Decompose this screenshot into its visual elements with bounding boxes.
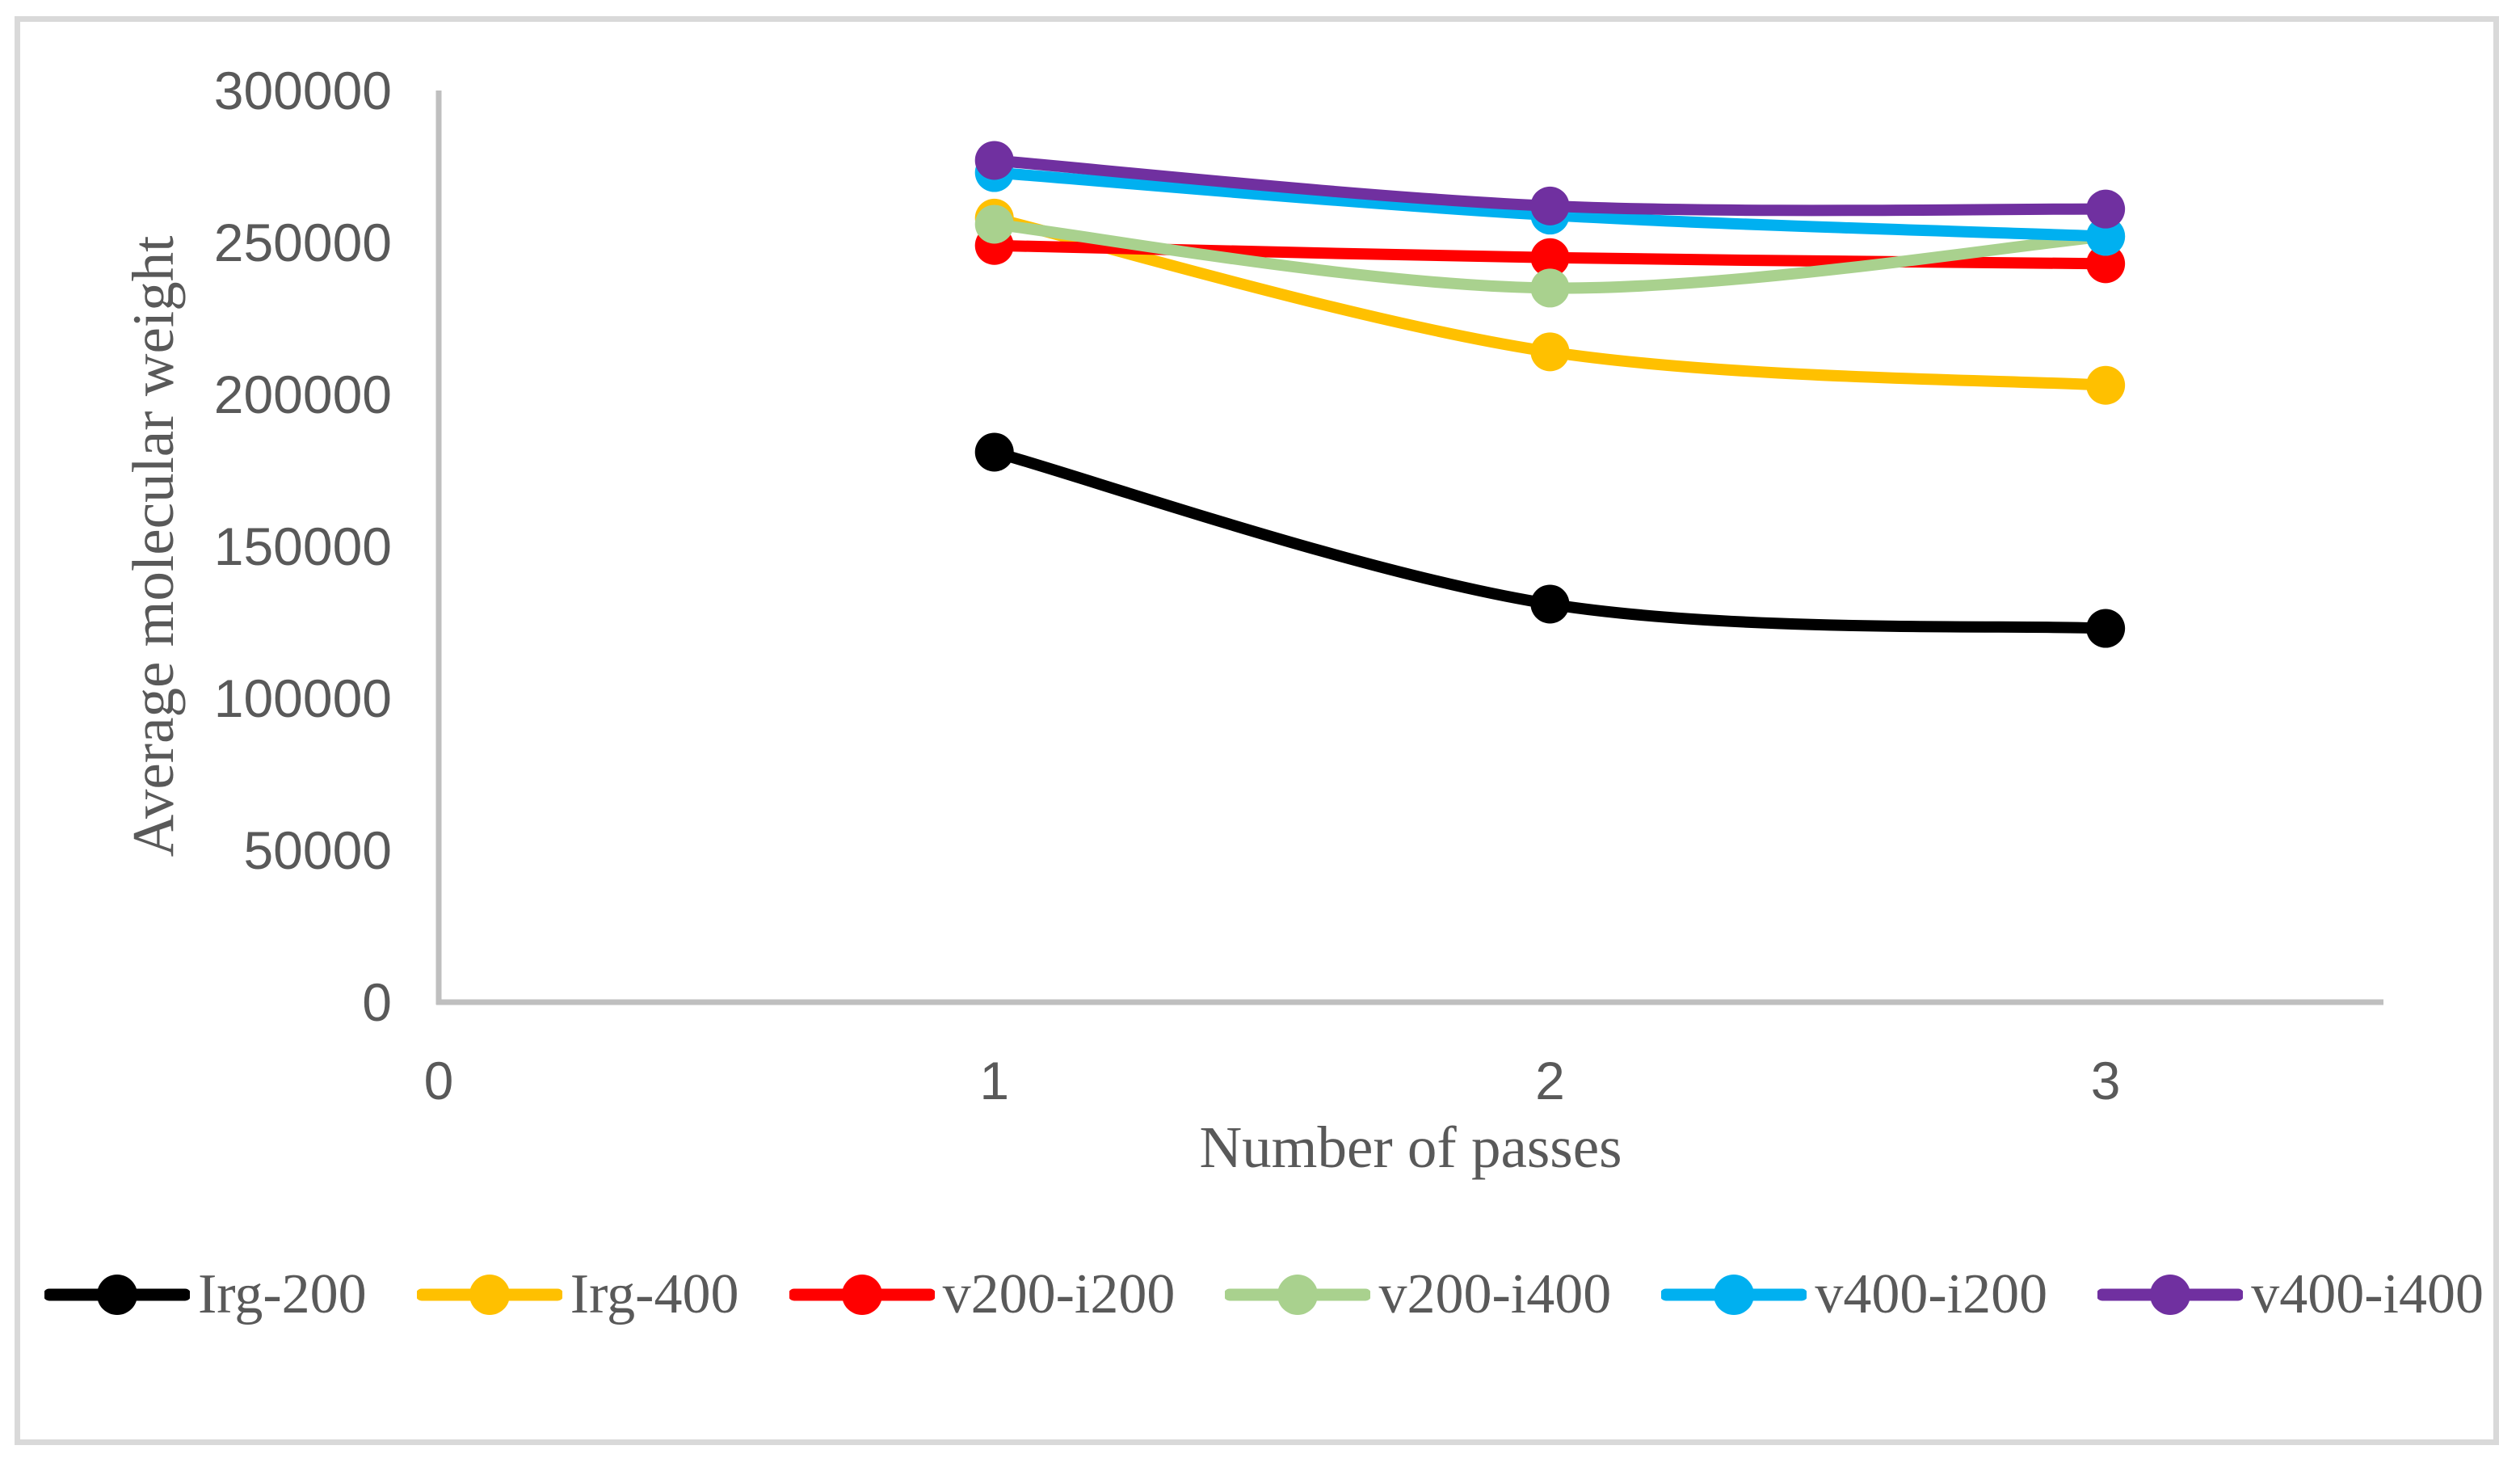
legend-item-Irg-400: Irg-400 — [416, 1262, 739, 1327]
data-point-Irg-400 — [2086, 365, 2126, 405]
y-tick-label: 100000 — [214, 668, 392, 728]
data-point-v400-i400 — [2086, 189, 2126, 229]
y-tick-label: 0 — [362, 972, 392, 1032]
legend-item-v400-i200: v400-i200 — [1661, 1262, 2047, 1327]
data-point-v200-i200 — [1530, 238, 1570, 277]
legend-item-v200-i400: v200-i400 — [1225, 1262, 1611, 1327]
data-point-Irg-200 — [974, 432, 1014, 472]
data-point-Irg-200 — [1530, 584, 1570, 624]
legend-label: v200-i400 — [1378, 1263, 1612, 1325]
y-tick-label: 200000 — [214, 364, 392, 424]
legend-marker-v400-i400-icon — [2097, 1275, 2244, 1315]
legend-label: v400-i200 — [1815, 1263, 2048, 1325]
legend-marker-Irg-200-icon — [44, 1275, 190, 1315]
y-tick-label: 50000 — [243, 820, 392, 880]
data-point-v200-i400 — [974, 204, 1014, 244]
y-tick-label: 300000 — [214, 61, 392, 120]
legend-marker-v400-i200-icon — [1661, 1275, 1807, 1315]
legend-label: Irg-200 — [198, 1263, 367, 1325]
data-point-v400-i200 — [2086, 217, 2126, 256]
legend-marker-v200-i200-icon — [789, 1275, 935, 1315]
y-tick-label: 250000 — [214, 213, 392, 272]
data-point-Irg-400 — [1530, 332, 1570, 372]
legend-dot — [841, 1275, 882, 1315]
x-tick-label: 2 — [1535, 1051, 1565, 1110]
data-point-v400-i400 — [974, 141, 1014, 180]
legend-dot — [1714, 1275, 1755, 1315]
legend-label: v400-i400 — [2251, 1263, 2484, 1325]
legend-marker-v200-i400-icon — [1225, 1275, 1371, 1315]
legend-dot — [2150, 1275, 2191, 1315]
x-tick-label: 3 — [2091, 1051, 2121, 1110]
data-point-Irg-200 — [2086, 609, 2126, 648]
data-point-v400-i400 — [1530, 186, 1570, 225]
x-tick-label: 1 — [979, 1051, 1009, 1110]
data-point-v200-i200 — [2086, 244, 2126, 284]
legend-item-Irg-200: Irg-200 — [44, 1262, 367, 1327]
data-point-v200-i400 — [1530, 268, 1570, 308]
legend-dot — [469, 1275, 510, 1315]
legend-dot — [1277, 1275, 1319, 1315]
legend-label: v200-i200 — [942, 1263, 1176, 1325]
y-axis-title: Average molecular weight — [120, 235, 186, 858]
x-axis-title: Number of passes — [1199, 1115, 1622, 1180]
legend: Irg-200 Irg-400 v200-i200 v200-i400 v400-i20… — [44, 1250, 2484, 1339]
legend-marker-Irg-400-icon — [416, 1275, 562, 1315]
legend-label: Irg-400 — [570, 1263, 739, 1325]
legend-item-v200-i200: v200-i200 — [789, 1262, 1176, 1327]
x-tick-label: 0 — [424, 1051, 454, 1110]
legend-item-v400-i400: v400-i400 — [2097, 1262, 2484, 1327]
y-tick-label: 150000 — [214, 516, 392, 576]
legend-dot — [97, 1275, 137, 1315]
